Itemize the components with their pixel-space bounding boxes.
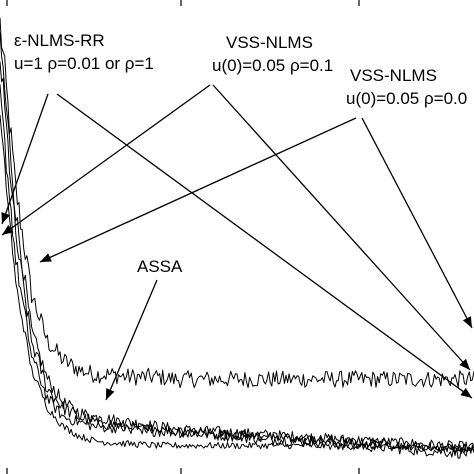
arrow-vss-nlms-1-b <box>212 84 471 371</box>
arrow-enlms-rr-2 <box>56 93 473 399</box>
arrow-vss-nlms-1-a <box>1 84 211 236</box>
arrow-vss-nlms-2-b <box>361 117 473 329</box>
annotation-arrows <box>1 84 473 401</box>
bottom-ticks <box>6 468 360 474</box>
series-group <box>0 17 474 459</box>
label-vss-nlms-2-params: u(0)=0.05 ρ=0.0 <box>346 89 467 108</box>
series-line-0 <box>0 17 474 389</box>
series-line-1 <box>0 32 474 453</box>
label-vss-nlms-1-title: VSS-NLMS <box>226 33 313 52</box>
series-line-4 <box>0 114 474 453</box>
label-vss-nlms-2-title: VSS-NLMS <box>350 66 437 85</box>
arrow-assa <box>105 279 158 401</box>
label-enlms-rr-params: u=1 ρ=0.01 or ρ=1 <box>14 54 154 73</box>
series-line-2 <box>0 61 474 459</box>
label-vss-nlms-1-params: u(0)=0.05 ρ=0.1 <box>212 56 333 75</box>
label-enlms-rr-title: ε-NLMS-RR <box>14 31 105 50</box>
label-assa: ASSA <box>137 257 183 276</box>
top-ticks <box>6 0 360 6</box>
arrow-vss-nlms-2-a <box>39 117 357 263</box>
arrow-enlms-rr-1 <box>1 93 49 225</box>
series-line-3 <box>0 84 474 454</box>
